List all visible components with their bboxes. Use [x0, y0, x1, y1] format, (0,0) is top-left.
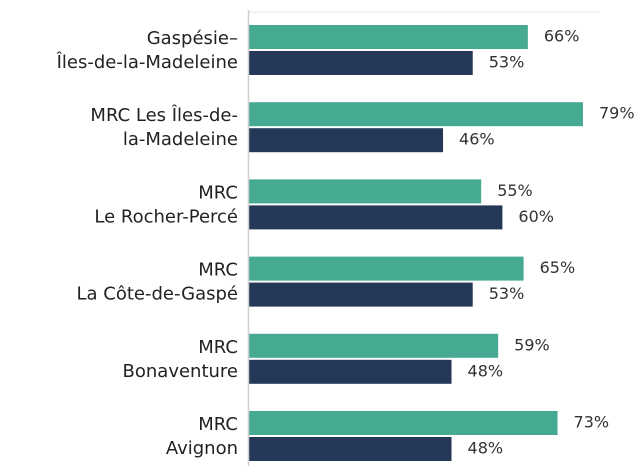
category-label: MRC — [198, 414, 238, 435]
value-label: 48% — [468, 361, 504, 380]
category-label: MRC Les Îles-de- — [90, 104, 238, 126]
category-label: Îles-de-la-Madeleine — [56, 51, 238, 73]
category-label: Avignon — [166, 438, 238, 459]
value-label: 65% — [540, 258, 576, 277]
category-label: la-Madeleine — [123, 129, 238, 150]
category-label: Bonaventure — [123, 361, 238, 382]
value-label: 53% — [489, 53, 525, 72]
category-label: MRC — [198, 337, 238, 358]
bar — [248, 128, 444, 153]
category-label: Le Rocher-Percé — [94, 206, 238, 227]
bar — [248, 437, 452, 461]
category-label: La Côte-de-Gaspé — [77, 284, 239, 305]
value-label: 53% — [489, 284, 525, 303]
value-label: 59% — [514, 335, 550, 354]
value-label: 73% — [574, 413, 610, 432]
value-label: 79% — [599, 104, 635, 123]
value-label: 55% — [497, 181, 533, 200]
bar — [248, 333, 499, 358]
category-label: MRC — [198, 182, 238, 203]
bar — [248, 102, 583, 127]
bar — [248, 359, 452, 384]
bar — [248, 411, 558, 435]
value-label: 60% — [518, 207, 554, 226]
category-label: MRC — [198, 260, 238, 281]
value-label: 46% — [459, 130, 495, 149]
bar — [248, 179, 482, 204]
category-label: Gaspésie– — [147, 28, 238, 49]
value-label: 48% — [468, 439, 504, 458]
bar — [248, 205, 503, 230]
bar — [248, 282, 473, 307]
bar — [248, 25, 528, 49]
value-label: 66% — [544, 27, 580, 46]
bar — [248, 51, 473, 75]
bar — [248, 256, 524, 281]
